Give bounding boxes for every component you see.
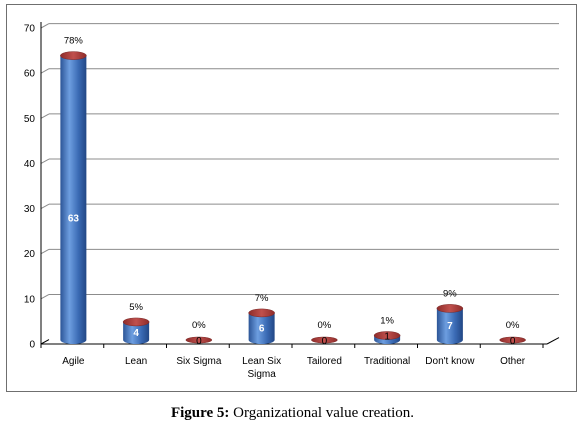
value-label: 7 [447, 321, 453, 332]
value-label: 4 [133, 328, 139, 339]
gridline-50 [40, 113, 50, 119]
y-tick-label: 10 [24, 294, 36, 305]
category-label: Agile [62, 356, 85, 367]
y-tick-labels: 0 10 20 30 40 50 60 70 [24, 24, 36, 351]
caption-label: Figure 5: [170, 405, 230, 421]
bar-3 [248, 312, 275, 344]
gridline-20 [40, 248, 50, 255]
value-label: 1 [384, 331, 390, 342]
category-label: Lean Six [242, 356, 281, 367]
bar-top-3 [248, 308, 275, 318]
percent-label: 0% [318, 320, 332, 331]
x-axis-line [546, 337, 560, 345]
percent-label: 5% [129, 302, 143, 313]
y-tick-label: 60 [24, 69, 36, 80]
bars [60, 51, 526, 344]
category-label: Don't know [425, 356, 475, 367]
gridlines [40, 23, 559, 300]
percent-label: 0% [506, 320, 520, 331]
y-tick-label: 0 [29, 340, 35, 351]
percent-label: 78% [64, 36, 84, 47]
chart-frame: 0 10 20 30 40 50 60 70 78% 63 5% 4 0% 0 7% 6 0% 0 1% 1 9% 7 0… [6, 4, 577, 392]
x-axis-line [40, 339, 50, 345]
bar-top-6 [436, 304, 464, 313]
category-label: Six Sigma [176, 356, 221, 367]
percent-label: 0% [192, 320, 206, 331]
y-tick-label: 20 [24, 249, 36, 260]
bar-top-5 [373, 331, 401, 340]
category-label: Sigma [247, 369, 276, 380]
percent-label: 1% [380, 315, 394, 326]
gridline-30 [40, 203, 50, 210]
category-label: Tailored [307, 356, 342, 367]
caption-text: Organizational value creation. [229, 405, 415, 421]
y-tick-label: 30 [24, 204, 36, 215]
bar-top-7 [499, 336, 526, 344]
data-labels: 78% 63 5% 4 0% 0 7% 6 0% 0 1% 1 9% 7 0% 0 [64, 36, 520, 347]
value-label: 63 [68, 214, 80, 225]
value-label: 0 [510, 336, 516, 347]
bar-1 [123, 321, 150, 344]
bar-0 [60, 55, 87, 344]
gridline-10 [40, 294, 50, 300]
bar-top-1 [122, 317, 150, 327]
y-tick-label: 40 [24, 159, 36, 170]
percent-label: 7% [255, 293, 269, 304]
bar-top-0 [60, 51, 87, 60]
category-label: Other [500, 356, 526, 367]
y-tick-label: 50 [24, 114, 36, 125]
figure-caption: Figure 5: Organizational value creation. [0, 405, 585, 422]
category-label: Lean [125, 356, 147, 367]
gridline-60 [40, 68, 50, 74]
axes [40, 22, 560, 348]
bar-top-4 [311, 336, 338, 344]
gridline-70 [40, 23, 50, 29]
gridline-40 [40, 158, 50, 164]
category-labels: Agile Lean Six Sigma Lean Six Sigma Tailored T… [62, 356, 526, 380]
bar-6 [436, 308, 463, 344]
bar-top-2 [185, 336, 213, 344]
value-label: 6 [259, 323, 265, 334]
percent-label: 9% [443, 288, 457, 299]
value-label: 0 [322, 336, 328, 347]
value-label: 0 [196, 336, 202, 347]
y-tick-label: 70 [24, 24, 36, 35]
category-label: Traditional [364, 356, 410, 367]
